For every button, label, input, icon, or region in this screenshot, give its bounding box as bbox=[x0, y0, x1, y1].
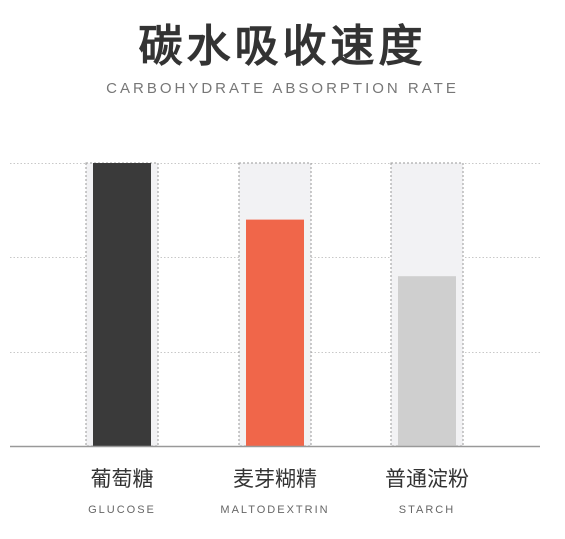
category-label: 普通淀粉 bbox=[385, 467, 469, 491]
bar bbox=[398, 276, 456, 446]
category-label: 葡萄糖 bbox=[91, 467, 154, 491]
category-label: 麦芽糊精 bbox=[233, 467, 317, 491]
category-label-en: STARCH bbox=[399, 504, 455, 516]
category-label-en: MALTODEXTRIN bbox=[220, 504, 329, 516]
bar bbox=[246, 220, 304, 446]
category-label-en: GLUCOSE bbox=[88, 504, 156, 516]
bar bbox=[93, 163, 151, 446]
